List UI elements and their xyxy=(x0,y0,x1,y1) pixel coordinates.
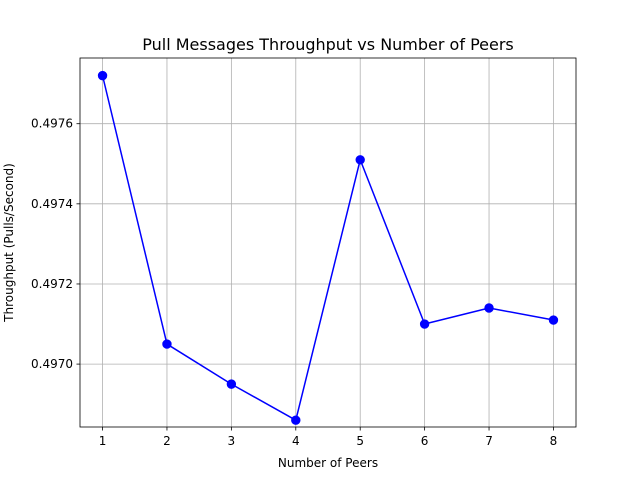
x-tick-label: 8 xyxy=(550,434,558,448)
grid-lines xyxy=(80,58,576,427)
data-point-marker xyxy=(97,70,108,81)
data-point-marker xyxy=(419,319,430,329)
y-axis-label: Throughput (Pulls/Second) xyxy=(2,163,16,323)
x-tick-label: 1 xyxy=(99,434,107,448)
x-tick-label: 6 xyxy=(421,434,429,448)
x-axis-ticks: 1 2 3 4 5 6 7 8 xyxy=(99,427,558,448)
y-tick-label: 0.4974 xyxy=(31,197,73,211)
y-tick-label: 0.4970 xyxy=(31,357,73,371)
plot-area-frame xyxy=(79,57,577,428)
data-point-marker xyxy=(291,415,301,425)
series-line xyxy=(101,75,554,421)
x-tick-label: 2 xyxy=(163,434,171,448)
data-point-marker xyxy=(226,379,237,389)
x-tick-label: 3 xyxy=(228,434,236,448)
series-layer xyxy=(97,70,559,425)
data-point-marker xyxy=(548,315,559,325)
data-point-marker xyxy=(484,303,494,313)
x-tick-label: 4 xyxy=(292,434,300,448)
x-tick-label: 5 xyxy=(356,434,364,448)
chart-title: Pull Messages Throughput vs Number of Pe… xyxy=(142,35,514,54)
data-point-marker xyxy=(355,155,365,165)
data-point-marker xyxy=(162,339,172,349)
x-tick-label: 7 xyxy=(485,434,493,448)
y-axis-ticks: 0.4970 0.4972 0.4974 0.4976 xyxy=(31,117,80,371)
y-tick-label: 0.4976 xyxy=(31,117,73,131)
y-tick-label: 0.4972 xyxy=(31,277,73,291)
x-axis-label: Number of Peers xyxy=(278,456,378,470)
